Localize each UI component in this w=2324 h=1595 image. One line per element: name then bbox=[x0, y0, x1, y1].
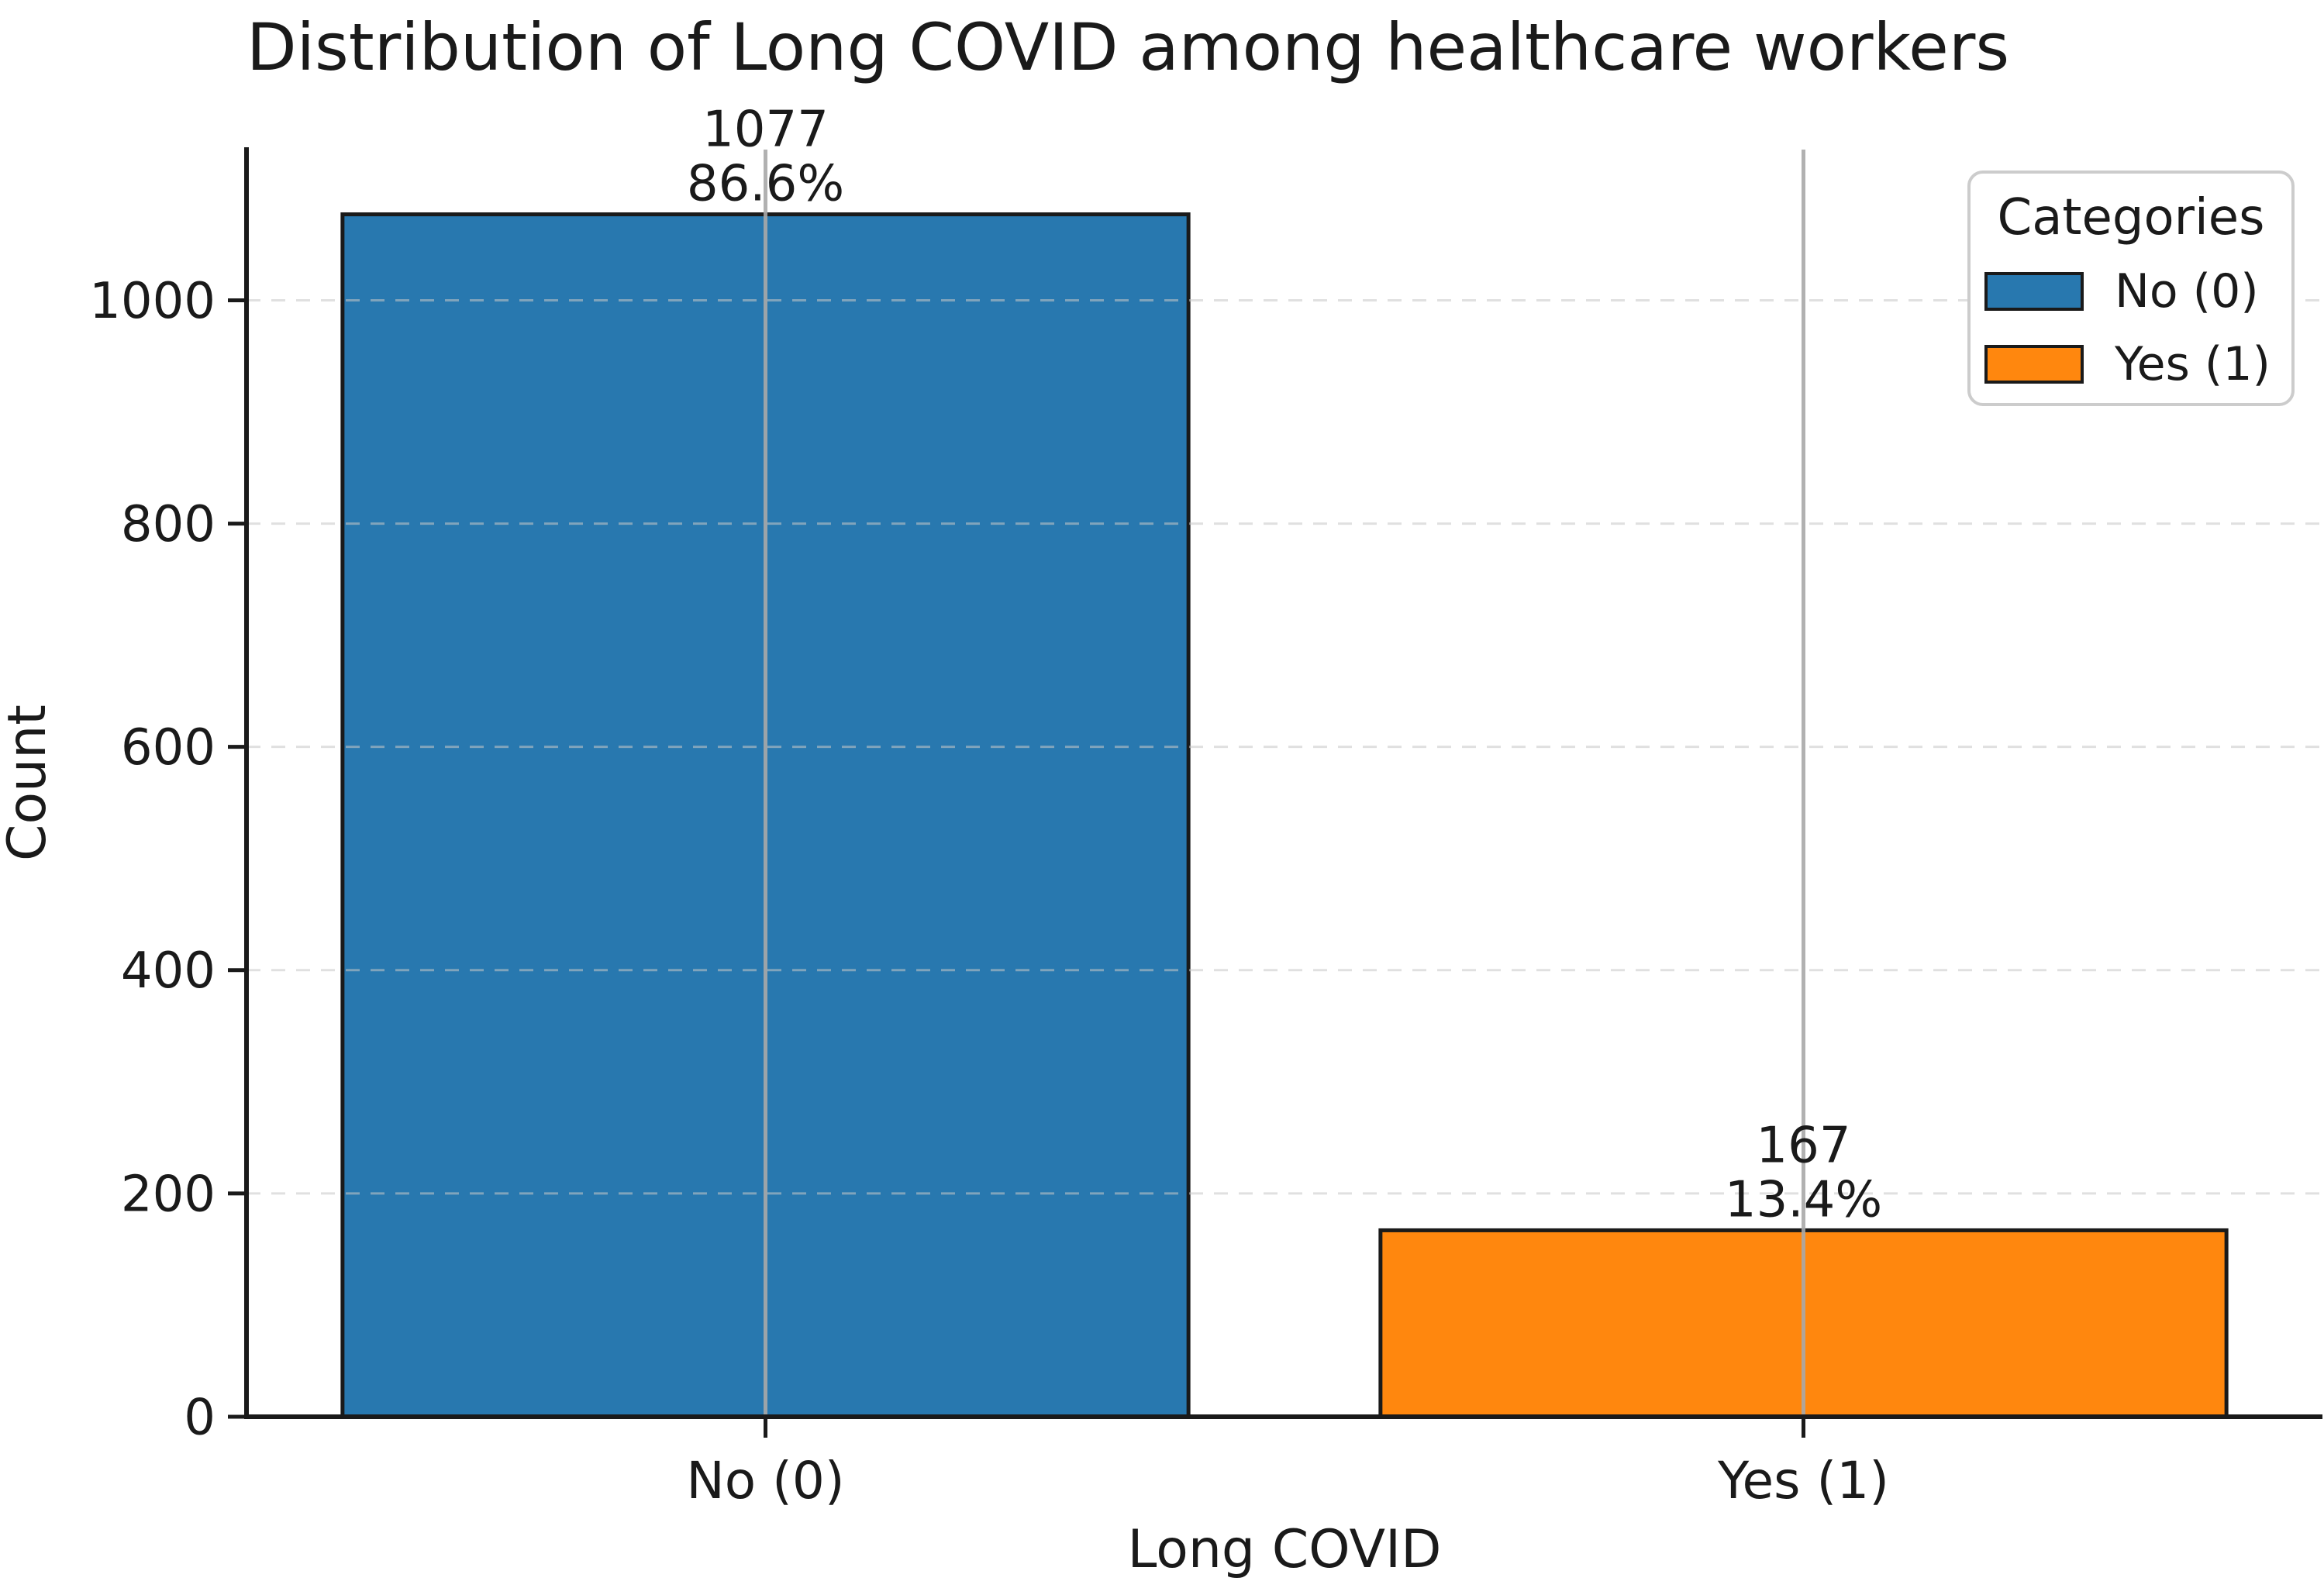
y-tick-label: 400 bbox=[121, 942, 216, 1000]
y-tick-label: 800 bbox=[121, 496, 216, 553]
legend-title: Categories bbox=[1998, 189, 2265, 246]
y-axis-label: Count bbox=[0, 704, 58, 861]
axes-layer bbox=[244, 147, 2322, 1419]
center-lines-layer bbox=[764, 150, 1805, 1417]
y-tick-label: 1000 bbox=[89, 273, 216, 330]
legend-label-yes-1: Yes (1) bbox=[2114, 337, 2271, 391]
bar-value-label: 167 bbox=[1756, 1117, 1850, 1174]
y-tick-label: 200 bbox=[121, 1166, 216, 1223]
x-axis-label: Long COVID bbox=[1128, 1519, 1442, 1580]
bar-value-label: 1077 bbox=[702, 102, 829, 159]
bar-percent-label: 13.4% bbox=[1725, 1171, 1882, 1228]
y-tick-label: 600 bbox=[121, 719, 216, 777]
legend-swatch-yes-1 bbox=[1984, 345, 2084, 384]
legend-label-no-0: No (0) bbox=[2115, 264, 2259, 319]
x-tick-label: Yes (1) bbox=[1717, 1451, 1889, 1511]
bar-percent-label: 86.6% bbox=[687, 156, 844, 213]
chart-title: Distribution of Long COVID among healthc… bbox=[247, 9, 2009, 85]
bars-layer bbox=[340, 212, 2229, 1419]
y-tick-label: 0 bbox=[184, 1389, 216, 1446]
x-tick-label: No (0) bbox=[686, 1451, 844, 1511]
legend-swatch-no-0 bbox=[1984, 272, 2084, 311]
legend: Categories No (0) Yes (1) bbox=[1967, 171, 2295, 406]
ticks-layer: No (0) Yes (1) 0 200 400 600 800 1000 bbox=[89, 273, 1889, 1511]
legend-items: No (0) Yes (1) bbox=[1984, 264, 2271, 391]
